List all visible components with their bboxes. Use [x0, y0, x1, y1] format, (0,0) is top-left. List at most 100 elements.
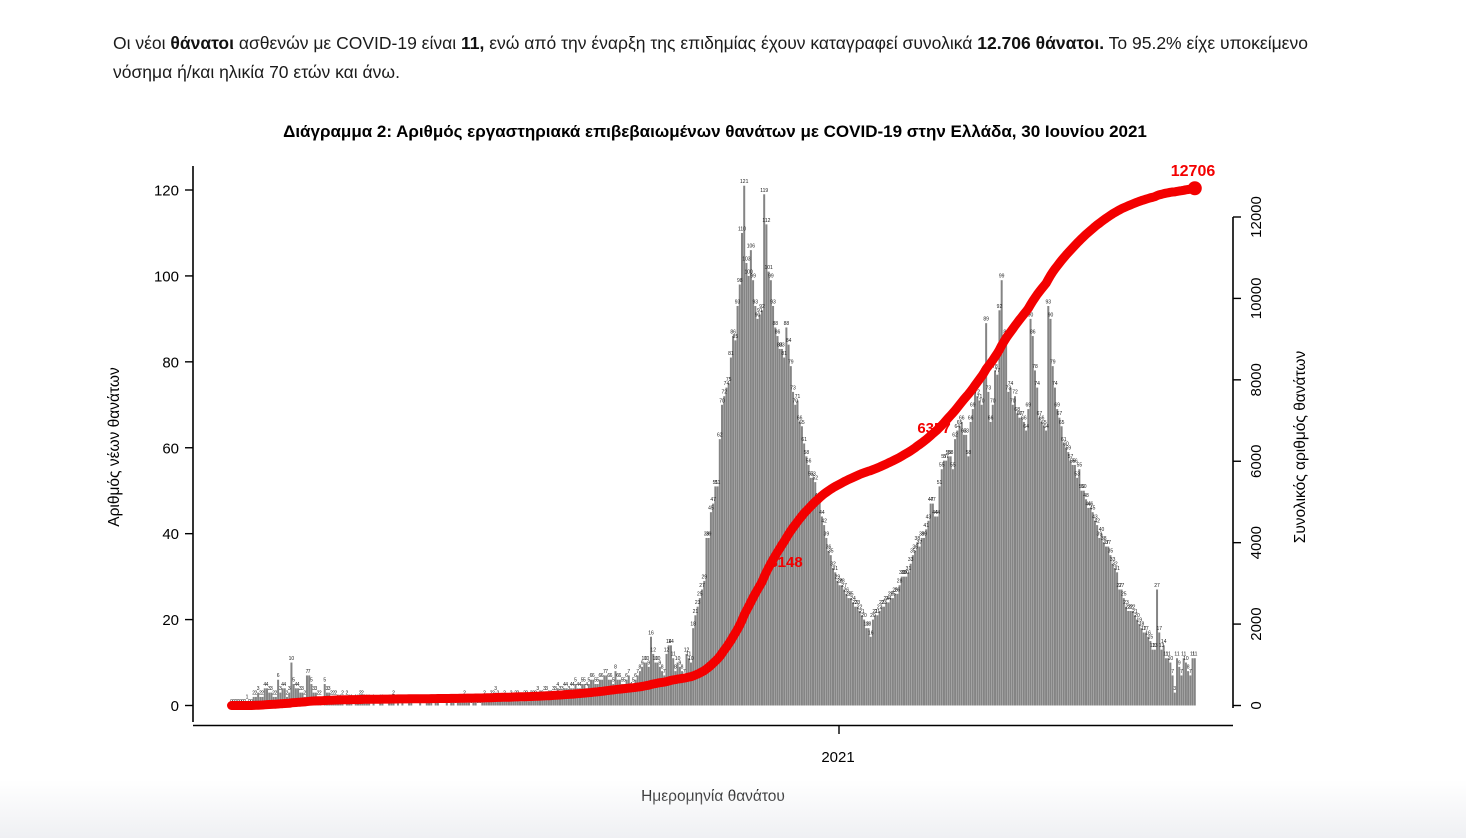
bar-value-label: 2	[332, 690, 335, 696]
y-left-tick-label: 60	[162, 440, 179, 457]
daily-deaths-bar	[980, 404, 983, 706]
bar-value-label: 5	[621, 678, 624, 684]
bar-value-label: 3	[1173, 686, 1176, 692]
daily-deaths-bar	[925, 529, 928, 706]
daily-deaths-bar	[459, 701, 462, 706]
bar-value-label: 26	[892, 587, 898, 593]
bar-value-label: 35	[1108, 549, 1114, 555]
bar-value-label: 3	[288, 686, 291, 692]
bar-value-label: 6	[610, 673, 613, 679]
bar-value-label: 10	[1168, 656, 1174, 662]
daily-deaths-bar	[760, 310, 763, 706]
bar-value-label: 5	[596, 678, 599, 684]
bar-value-label: 39	[921, 531, 927, 537]
daily-deaths-bar	[756, 318, 759, 706]
bar-value-label: 72	[721, 390, 727, 396]
bar-value-label: 6	[601, 673, 604, 679]
bar-value-label: 65	[1041, 420, 1047, 426]
bar-value-label: 2	[272, 690, 275, 696]
daily-deaths-bar	[998, 310, 1001, 706]
bar-value-label: 70	[990, 398, 996, 404]
daily-deaths-bar	[1031, 336, 1034, 706]
bar-value-label: 22	[857, 604, 863, 610]
bar-value-label: 25	[846, 592, 852, 598]
daily-deaths-bar	[718, 439, 721, 706]
bar-value-label: 6	[634, 673, 637, 679]
daily-deaths-bar	[1018, 417, 1021, 706]
daily-deaths-bar	[829, 555, 832, 706]
bar-value-label: 30	[903, 570, 909, 576]
daily-deaths-bar	[769, 280, 772, 706]
bar-value-label: 43	[926, 514, 932, 520]
bar-value-label: 5	[623, 678, 626, 684]
daily-deaths-bar	[749, 250, 752, 706]
daily-deaths-bar	[1025, 430, 1028, 706]
daily-deaths-bar	[1029, 318, 1032, 706]
bar-value-label: 27	[699, 583, 705, 589]
daily-deaths-bar	[1167, 658, 1170, 706]
bar-value-label: 75	[726, 377, 732, 383]
bar-value-label: 90	[1028, 312, 1034, 318]
bar-value-label: 56	[1070, 458, 1076, 464]
daily-deaths-bar	[308, 675, 311, 706]
daily-deaths-bar	[1171, 675, 1174, 706]
bar-value-label: 21	[693, 609, 699, 615]
intro-paragraph: Οι νέοι θάνατοι ασθενών με COVID-19 είνα…	[113, 29, 1365, 87]
daily-deaths-bar	[1102, 542, 1105, 706]
bar-value-label: 4	[570, 682, 573, 688]
bar-value-label: 74	[1034, 381, 1040, 387]
daily-deaths-bar	[450, 701, 453, 706]
daily-deaths-bar	[854, 606, 857, 706]
bar-value-label: 6	[616, 673, 619, 679]
bar-value-label: 7	[306, 669, 309, 675]
bar-value-label: 47	[930, 497, 936, 503]
daily-deaths-bar	[1142, 632, 1145, 706]
daily-deaths-bar	[945, 460, 948, 706]
bar-value-label: 91	[757, 308, 763, 314]
daily-deaths-bar	[434, 701, 437, 706]
bar-value-label: 67	[1037, 411, 1043, 417]
bar-value-label: 10	[653, 656, 659, 662]
y-left-tick-label: 100	[154, 268, 179, 285]
daily-deaths-bar	[732, 336, 735, 706]
daily-deaths-bar	[774, 327, 777, 706]
bar-value-label: 93	[1046, 299, 1052, 305]
bar-value-label: 11	[671, 652, 676, 658]
bar-value-label: 28	[837, 579, 843, 585]
daily-deaths-bar	[976, 396, 979, 706]
bar-value-label: 11	[1192, 652, 1197, 658]
bar-value-label: 39	[1097, 531, 1103, 537]
bar-value-label: 3	[561, 686, 564, 692]
bar-value-label: 41	[923, 523, 929, 529]
daily-deaths-bar	[527, 701, 530, 706]
bar-value-label: 2	[334, 690, 337, 696]
daily-deaths-bar	[1131, 610, 1134, 706]
daily-deaths-bar	[1005, 336, 1008, 706]
daily-deaths-bar	[860, 615, 863, 706]
bar-value-label: 71	[977, 394, 983, 400]
bar-value-label: 7	[636, 669, 639, 675]
bar-value-label: 58	[946, 450, 952, 456]
bar-value-label: 5	[581, 678, 584, 684]
daily-deaths-bar	[838, 585, 841, 706]
bar-value-label: 93	[753, 299, 759, 305]
bar-value-label: 90	[755, 312, 761, 318]
daily-deaths-bar	[1042, 426, 1045, 706]
daily-deaths-bar	[942, 460, 945, 706]
daily-deaths-bar	[1113, 568, 1116, 706]
bar-value-label: 4	[263, 682, 266, 688]
daily-deaths-bar	[994, 370, 997, 706]
daily-deaths-bar	[856, 606, 859, 706]
bar-value-label: 17	[1141, 626, 1147, 632]
daily-deaths-bar	[290, 662, 293, 706]
daily-deaths-bar	[687, 658, 690, 706]
daily-deaths-bar	[807, 464, 810, 706]
bar-value-label: 42	[1094, 519, 1100, 525]
daily-deaths-bar	[1013, 396, 1016, 706]
daily-deaths-bar	[430, 701, 433, 706]
bar-value-label: 25	[1121, 592, 1127, 598]
daily-deaths-bar	[630, 688, 633, 706]
daily-deaths-bar	[880, 606, 883, 706]
daily-deaths-bar	[1107, 546, 1110, 706]
bar-value-label: 46	[1088, 501, 1094, 507]
